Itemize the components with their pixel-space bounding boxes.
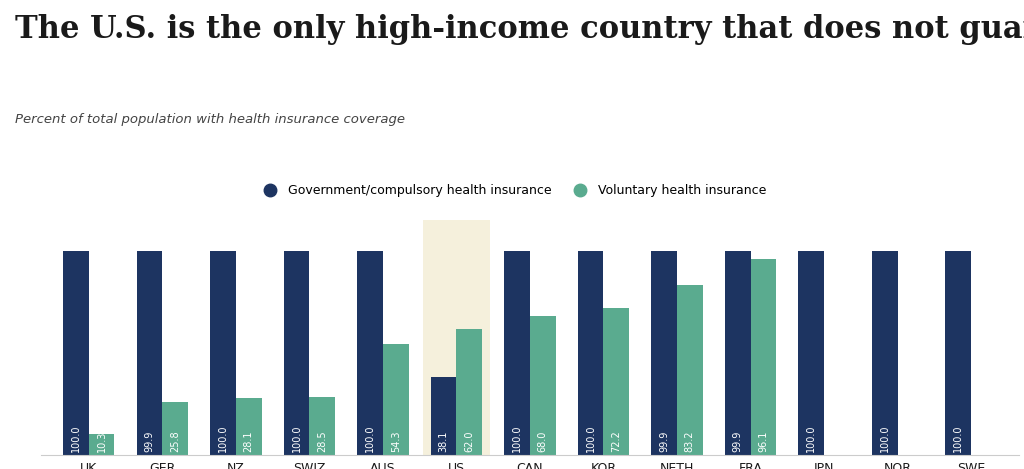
Bar — [504, 251, 530, 455]
Bar — [751, 259, 776, 455]
Text: 28.5: 28.5 — [317, 430, 328, 452]
Bar — [357, 251, 383, 455]
Text: 28.1: 28.1 — [244, 431, 254, 452]
Bar — [63, 251, 89, 455]
Text: 25.8: 25.8 — [170, 430, 180, 452]
Bar — [677, 285, 702, 455]
Text: 68.0: 68.0 — [538, 431, 548, 452]
Text: The U.S. is the only high-income country that does not guarantee health coverage: The U.S. is the only high-income country… — [15, 14, 1024, 45]
Text: 38.1: 38.1 — [438, 431, 449, 452]
Text: 100.0: 100.0 — [953, 424, 964, 452]
Text: 54.3: 54.3 — [391, 431, 400, 452]
Text: Percent of total population with health insurance coverage: Percent of total population with health … — [15, 113, 406, 126]
Text: 96.1: 96.1 — [759, 431, 768, 452]
FancyBboxPatch shape — [423, 210, 489, 465]
Bar — [236, 398, 261, 455]
Bar — [136, 251, 162, 455]
Bar — [431, 377, 457, 455]
Text: 100.0: 100.0 — [292, 424, 301, 452]
Bar — [457, 328, 482, 455]
Bar — [578, 251, 603, 455]
Bar — [799, 251, 824, 455]
Bar — [383, 344, 409, 455]
Text: 62.0: 62.0 — [464, 431, 474, 452]
Bar — [89, 434, 115, 455]
Text: 72.2: 72.2 — [611, 430, 622, 452]
Legend: Government/compulsory health insurance, Voluntary health insurance: Government/compulsory health insurance, … — [252, 180, 772, 203]
Text: 100.0: 100.0 — [365, 424, 375, 452]
Bar — [309, 397, 335, 455]
Text: 100.0: 100.0 — [218, 424, 228, 452]
Bar — [871, 251, 898, 455]
Text: 100.0: 100.0 — [71, 424, 81, 452]
Text: 99.9: 99.9 — [659, 431, 669, 452]
Bar — [603, 308, 629, 455]
Text: 100.0: 100.0 — [806, 424, 816, 452]
Bar — [284, 251, 309, 455]
Text: 10.3: 10.3 — [96, 431, 106, 452]
Bar — [725, 251, 751, 455]
Text: 99.9: 99.9 — [144, 431, 155, 452]
Bar — [210, 251, 236, 455]
Bar — [945, 251, 971, 455]
Text: 83.2: 83.2 — [685, 431, 695, 452]
Bar — [162, 402, 188, 455]
Text: 99.9: 99.9 — [732, 431, 742, 452]
Text: 100.0: 100.0 — [512, 424, 522, 452]
Text: 100.0: 100.0 — [880, 424, 890, 452]
Bar — [651, 251, 677, 455]
Text: 100.0: 100.0 — [586, 424, 596, 452]
Bar — [530, 316, 556, 455]
